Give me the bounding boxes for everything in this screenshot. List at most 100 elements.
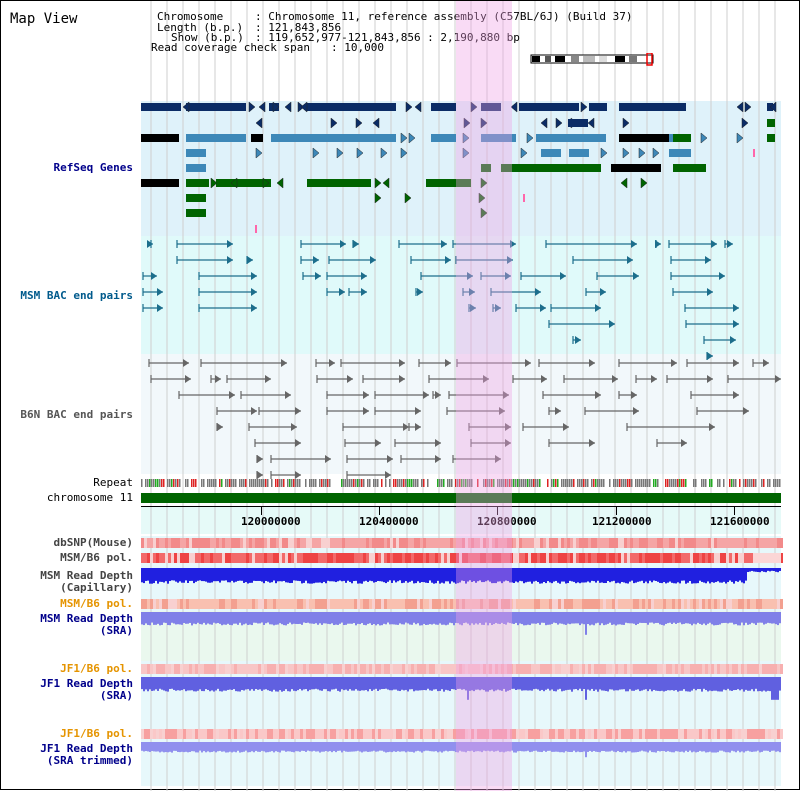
polymorphism-cell [576, 599, 579, 609]
read-depth-bar [721, 568, 723, 583]
read-depth-bar [453, 742, 455, 752]
polymorphism-cell [648, 599, 651, 609]
read-depth-bar [279, 612, 281, 624]
polymorphism-cell [354, 553, 357, 563]
read-depth-bar [335, 742, 337, 753]
read-depth-bar [351, 612, 353, 624]
repeat-feature [487, 479, 489, 487]
read-depth-bar [675, 742, 677, 752]
polymorphism-cell [711, 599, 714, 609]
polymorphism-cell [603, 599, 606, 609]
read-depth-bar [729, 612, 731, 623]
repeat-feature [423, 479, 425, 487]
polymorphism-cell [234, 538, 237, 548]
read-depth-bar [727, 568, 729, 583]
polymorphism-cell [147, 553, 150, 563]
polymorphism-cell [246, 538, 249, 548]
repeat-feature [449, 479, 451, 487]
read-depth-bar [469, 612, 471, 626]
read-depth-bar [371, 742, 373, 752]
polymorphism-cell [642, 599, 645, 609]
repeat-feature [755, 479, 757, 487]
polymorphism-cell [738, 553, 741, 563]
read-depth-bar [271, 612, 273, 625]
polymorphism-cell [510, 664, 513, 674]
polymorphism-cell [684, 553, 687, 563]
read-depth-bar [461, 612, 463, 626]
read-depth-bar [473, 568, 475, 582]
repeat-feature [657, 479, 659, 487]
polymorphism-cell [252, 729, 255, 739]
b6n-bac-arrow [671, 359, 677, 367]
polymorphism-cell [327, 664, 330, 674]
repeat-feature [377, 479, 379, 487]
gene-strand-arrow [470, 101, 478, 113]
read-depth-bar [697, 568, 699, 584]
read-depth-bar [383, 568, 385, 583]
msm-bac-arrow [633, 272, 639, 280]
gene-block [753, 149, 755, 157]
read-depth-bar [235, 612, 237, 624]
polymorphism-cell [717, 599, 720, 609]
read-depth-bar [297, 677, 299, 691]
read-depth-bar [593, 612, 595, 626]
polymorphism-cell [660, 664, 663, 674]
gene-strand-arrow [330, 117, 338, 129]
polymorphism-cell [543, 599, 546, 609]
polymorphism-cell [771, 664, 774, 674]
read-depth-bar [775, 677, 777, 700]
polymorphism-cell [705, 599, 708, 609]
read-depth-bar [435, 677, 437, 690]
read-depth-bar [729, 568, 731, 581]
read-depth-bar [579, 742, 581, 753]
polymorphism-cell [612, 729, 615, 739]
polymorphism-cell [666, 553, 669, 563]
read-depth-bar [765, 677, 767, 692]
gene-strand-arrow [622, 147, 630, 159]
read-depth-bar [711, 568, 713, 583]
gene-strand-arrow [600, 147, 608, 159]
read-depth-bar [309, 568, 311, 584]
polymorphism-cell [648, 664, 651, 674]
polymorphism-cell [774, 538, 777, 548]
polymorphism-cell [183, 538, 186, 548]
read-depth-bar [685, 742, 687, 751]
read-depth-bar [463, 612, 465, 624]
polymorphism-cell [729, 538, 732, 548]
read-depth-bar [651, 568, 653, 583]
repeat-feature [409, 479, 411, 487]
read-depth-bar [455, 568, 457, 584]
polymorphism-cell [522, 538, 525, 548]
polymorphism-cell [312, 538, 315, 548]
read-depth-bar [689, 742, 691, 751]
polymorphism-cell [207, 553, 210, 563]
polymorphism-cell [642, 729, 645, 739]
polymorphism-cell [222, 599, 225, 609]
read-depth-bar [693, 568, 695, 584]
polymorphism-cell [675, 538, 678, 548]
polymorphism-cell [486, 599, 489, 609]
polymorphism-cell [462, 664, 465, 674]
chromosome-ideogram[interactable] [529, 53, 659, 67]
polymorphism-cell [600, 538, 603, 548]
read-depth-bar [369, 742, 371, 752]
read-depth-bar [371, 568, 373, 582]
polymorphism-cell [330, 729, 333, 739]
read-depth-bar [767, 677, 769, 691]
polymorphism-cell [570, 538, 573, 548]
b6n-bac-arrow [595, 391, 601, 399]
polymorphism-cell [651, 664, 654, 674]
read-depth-bar [311, 612, 313, 624]
polymorphism-cell [462, 538, 465, 548]
polymorphism-cell [573, 729, 576, 739]
polymorphism-cell [156, 599, 159, 609]
read-depth-bar [385, 742, 387, 753]
read-depth-bar [593, 742, 595, 752]
msm-depth-cap-label-1: MSM Read Depth [40, 569, 133, 582]
polymorphism-cell [483, 729, 486, 739]
polymorphism-cell [147, 729, 150, 739]
read-depth-bar [439, 677, 441, 691]
read-depth-bar [713, 742, 715, 753]
read-depth-bar [425, 742, 427, 751]
